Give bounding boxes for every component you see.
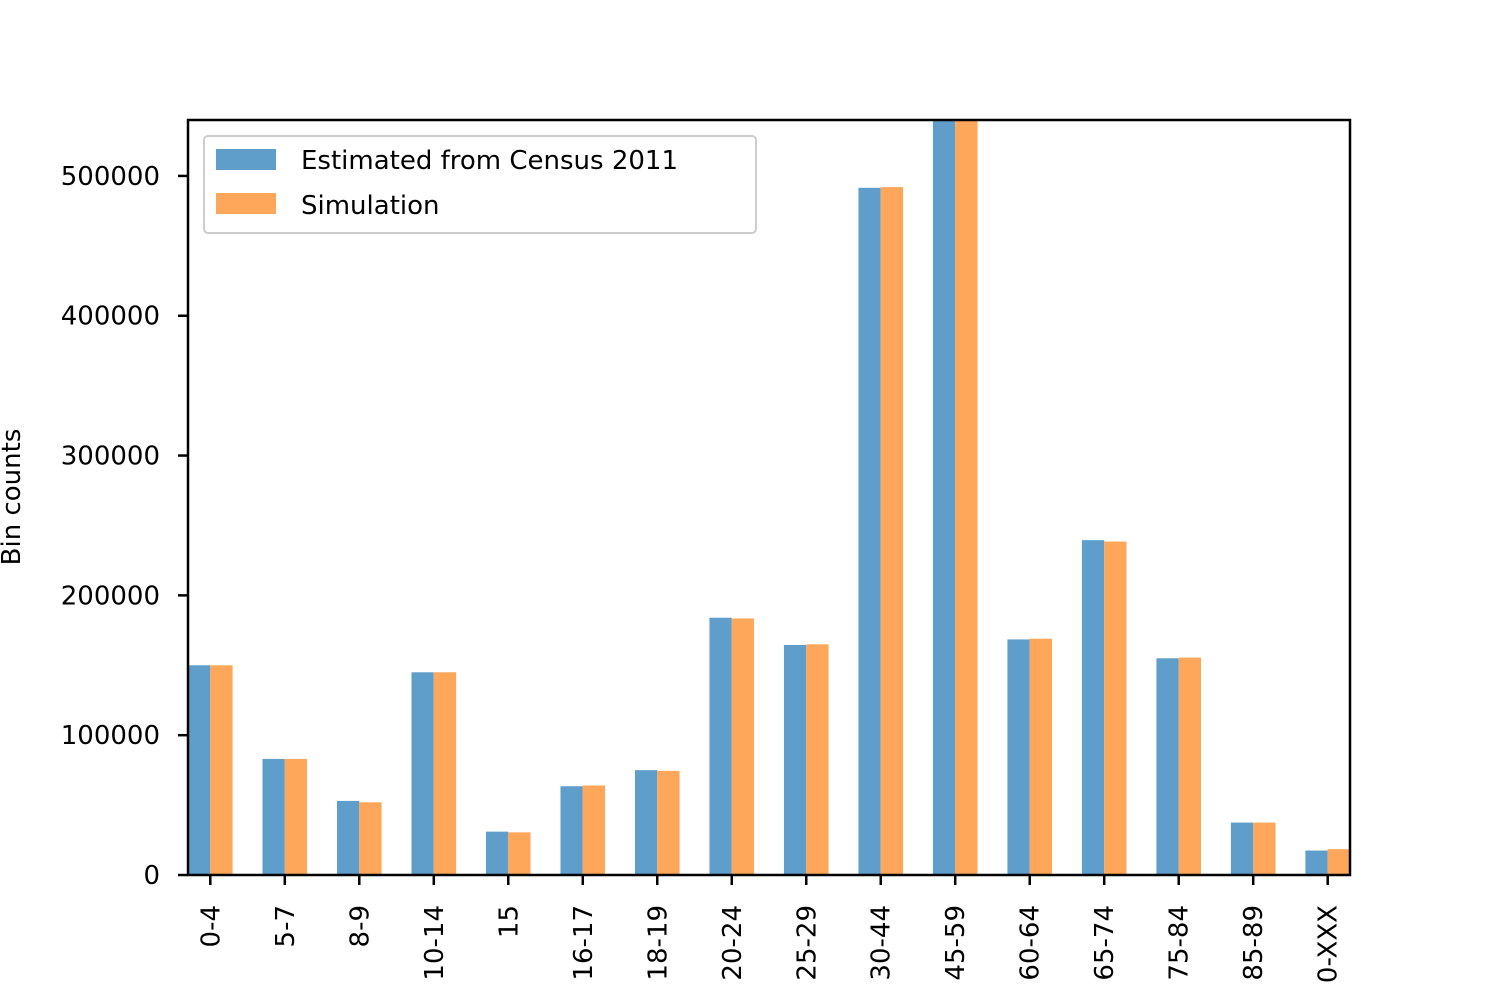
bar-simulation-85-89 [1253, 822, 1276, 875]
y-tick-label: 200000 [61, 581, 160, 611]
bar-census-16-17 [560, 786, 583, 875]
legend-label-census: Estimated from Census 2011 [301, 146, 678, 176]
bar-census-8-9 [336, 800, 360, 875]
bar-census-10-14 [411, 672, 434, 875]
y-tick-label: 100000 [61, 721, 160, 751]
x-tick-label: 16-17 [569, 905, 599, 981]
x-tick-label: 18-19 [643, 905, 673, 981]
bar-simulation-75-84 [1178, 657, 1202, 875]
y-axis-label: Bin counts [0, 429, 27, 566]
legend-label-simulation: Simulation [301, 191, 440, 221]
x-tick-label: 0-4 [196, 905, 226, 947]
legend-swatch-census [216, 149, 276, 170]
bar-census-75-84 [1156, 658, 1179, 875]
bars-layer [188, 120, 1350, 876]
bar-simulation-30-44 [880, 187, 904, 876]
legend-box [203, 135, 757, 234]
x-axis: 0-4 5-7 8-9 10-14 15 16-17 18-19 20-24 25-29 30-4… [196, 875, 1344, 983]
bar-census-15 [485, 831, 509, 875]
legend: Estimated from Census 2011 Simulation [203, 135, 757, 234]
x-tick-label: 8-9 [345, 905, 375, 947]
bar-simulation-16-17 [582, 785, 606, 875]
bar-census-25-29 [783, 645, 807, 875]
bar-simulation-65-74 [1104, 541, 1127, 875]
bar-simulation-25-29 [806, 644, 829, 875]
x-tick-label: 15 [494, 905, 524, 938]
x-tick-label: 65-74 [1090, 905, 1120, 981]
bar-census-0-4 [188, 665, 211, 875]
bar-census-60-64 [1007, 639, 1030, 875]
x-tick-label: 20-24 [718, 905, 748, 981]
bar-simulation-10-14 [433, 672, 457, 875]
bar-census-5-7 [262, 758, 285, 875]
x-tick-label: 45-59 [941, 905, 971, 981]
bar-simulation-18-19 [657, 770, 680, 875]
bar-census-20-24 [709, 617, 732, 875]
bar-simulation-8-9 [359, 802, 382, 875]
bar-simulation-0-4 [210, 665, 233, 875]
bar-simulation-5-7 [284, 758, 308, 875]
y-tick-label: 300000 [61, 442, 160, 472]
x-tick-label: 75-84 [1165, 905, 1195, 981]
bar-simulation-60-64 [1029, 638, 1053, 875]
x-tick-label: 10-14 [420, 905, 450, 981]
plot-frame [186, 118, 1352, 877]
bar-simulation-0-XXX [1327, 849, 1350, 875]
x-tick-label: 0-XXX [1314, 905, 1344, 983]
y-tick-label: 400000 [61, 302, 160, 332]
x-tick-label: 30-44 [867, 905, 897, 981]
bar-census-45-59 [932, 120, 956, 875]
y-axis: 0 100000 200000 300000 400000 500000 [61, 162, 188, 891]
bar-simulation-15 [508, 832, 531, 875]
bar-simulation-45-59 [955, 120, 978, 875]
y-tick-label: 500000 [61, 162, 160, 192]
x-tick-label: 85-89 [1239, 905, 1269, 981]
bar-census-18-19 [634, 770, 658, 875]
x-tick-label: 5-7 [271, 905, 301, 947]
bar-census-65-74 [1081, 540, 1105, 875]
bar-simulation-20-24 [731, 618, 755, 875]
x-tick-label: 60-64 [1016, 905, 1046, 981]
bar-census-30-44 [858, 187, 881, 875]
legend-swatch-simulation [216, 193, 276, 214]
y-tick-label: 0 [143, 861, 160, 891]
bar-census-0-XXX [1305, 850, 1328, 875]
bar-census-85-89 [1230, 822, 1254, 875]
x-tick-label: 25-29 [792, 905, 822, 981]
